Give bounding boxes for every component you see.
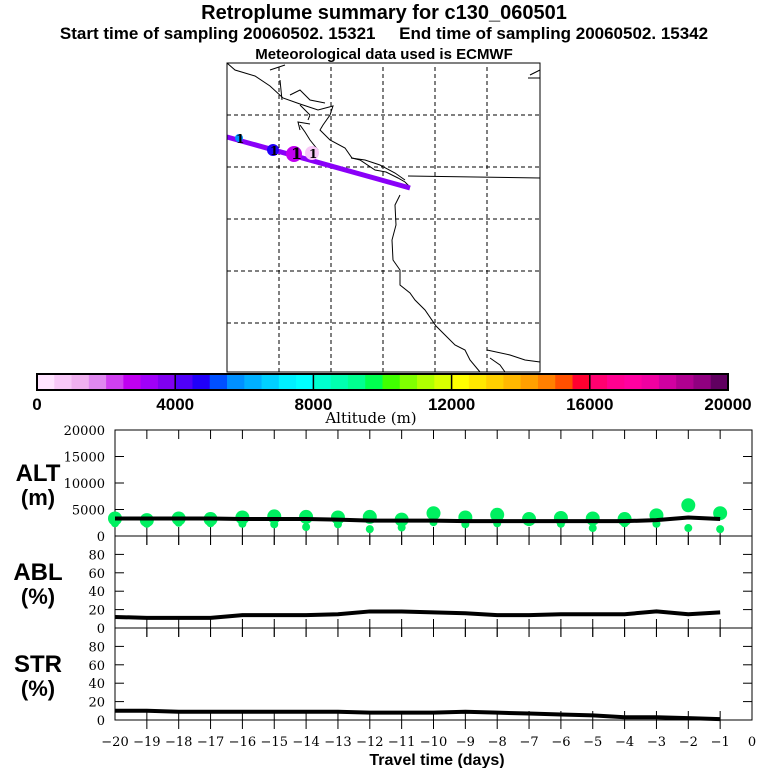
- altitude-particle-point: [333, 520, 342, 529]
- altitude-particle-point: [302, 522, 311, 531]
- x-tick-label: −3: [647, 735, 666, 750]
- x-tick-label: −7: [519, 735, 538, 750]
- x-tick-label: 0: [748, 735, 756, 750]
- x-tick-label: −1: [711, 735, 730, 750]
- sampling-times: Start time of sampling 20060502. 15321 E…: [59, 24, 709, 43]
- y-tick-label: 60: [88, 567, 105, 582]
- altitude-particle-point: [684, 524, 693, 533]
- x-tick-label: −4: [615, 735, 634, 750]
- altitude-particle-point: [238, 519, 247, 528]
- panel-str: 0 20 40 60 80 STR(%): [14, 627, 753, 729]
- x-tick-label: −16: [229, 735, 256, 750]
- y-tick-label: 20: [88, 604, 105, 619]
- series-line-abl: [114, 609, 721, 620]
- altitude-particle-point: [111, 519, 119, 528]
- x-tick-label: −5: [583, 735, 602, 750]
- y-tick-label: 5000: [72, 504, 105, 519]
- y-tick-label: 20000: [64, 424, 105, 439]
- altitude-particle-point: [174, 518, 183, 527]
- x-tick-label: −19: [133, 735, 160, 750]
- altitude-particle-point: [142, 519, 151, 528]
- y-tick-label: 40: [88, 677, 105, 692]
- x-tick-label: −17: [197, 735, 224, 750]
- y-tick-label: 80: [88, 548, 105, 563]
- panel-ylabel-unit: (%): [21, 676, 55, 701]
- altitude-particle-point: [426, 506, 441, 521]
- panel-ylabel: ALT: [16, 460, 61, 487]
- x-tick-label: −11: [388, 735, 415, 750]
- panel-abl: 0 20 40 60 80 ABL(%): [13, 535, 753, 637]
- y-tick-label: 80: [88, 640, 105, 655]
- x-tick-label: −2: [679, 735, 698, 750]
- panel-ylabel: ABL: [13, 559, 62, 586]
- panel-ylabel-unit: (m): [21, 485, 55, 510]
- x-tick-label: −20: [101, 735, 128, 750]
- y-tick-label: 20: [88, 696, 105, 711]
- y-tick-label: 0: [97, 622, 105, 637]
- altitude-particle-point: [716, 525, 725, 534]
- series-line-alt: [115, 515, 721, 524]
- y-tick-label: 60: [88, 659, 105, 674]
- y-tick-label: 0: [97, 714, 105, 729]
- panel-ylabel: STR: [14, 651, 62, 678]
- x-axis-label: Travel time (days): [369, 752, 504, 768]
- altitude-particle-point: [299, 509, 314, 524]
- x-tick-label: −14: [292, 735, 319, 750]
- x-tick-label: −6: [551, 735, 570, 750]
- panel-frame: [114, 627, 753, 721]
- x-tick-label: −13: [324, 735, 351, 750]
- x-tick-label: −10: [420, 735, 447, 750]
- altitude-particle-point: [585, 511, 600, 526]
- x-tick-label: −9: [456, 735, 475, 750]
- altitude-particle-point: [397, 523, 406, 532]
- met-data-note: Meteorological data used is ECMWF: [255, 46, 513, 63]
- altitude-particle-point: [713, 506, 728, 521]
- panel-alt: 0 5000 10000 15000 20000 ALT(m): [16, 424, 753, 545]
- y-tick-label: 40: [88, 585, 105, 600]
- altitude-particle-point: [206, 519, 215, 528]
- altitude-particle-point: [365, 525, 374, 534]
- series-line-str: [115, 708, 721, 722]
- y-tick-label: 10000: [64, 477, 105, 492]
- x-tick-label: −15: [261, 735, 288, 750]
- altitude-particle-point: [270, 520, 279, 529]
- altitude-particle-point: [681, 498, 696, 513]
- x-tick-label: −8: [488, 735, 507, 750]
- figure-title: Retroplume summary for c130_060501: [201, 2, 567, 24]
- x-tick-label: −18: [165, 735, 192, 750]
- x-tick-label: −12: [356, 735, 383, 750]
- altitude-particle-point: [490, 507, 505, 522]
- y-tick-label: 15000: [64, 451, 105, 466]
- y-tick-label: 0: [97, 530, 105, 545]
- altitude-particle-point: [588, 524, 597, 533]
- panel-ylabel-unit: (%): [21, 584, 55, 609]
